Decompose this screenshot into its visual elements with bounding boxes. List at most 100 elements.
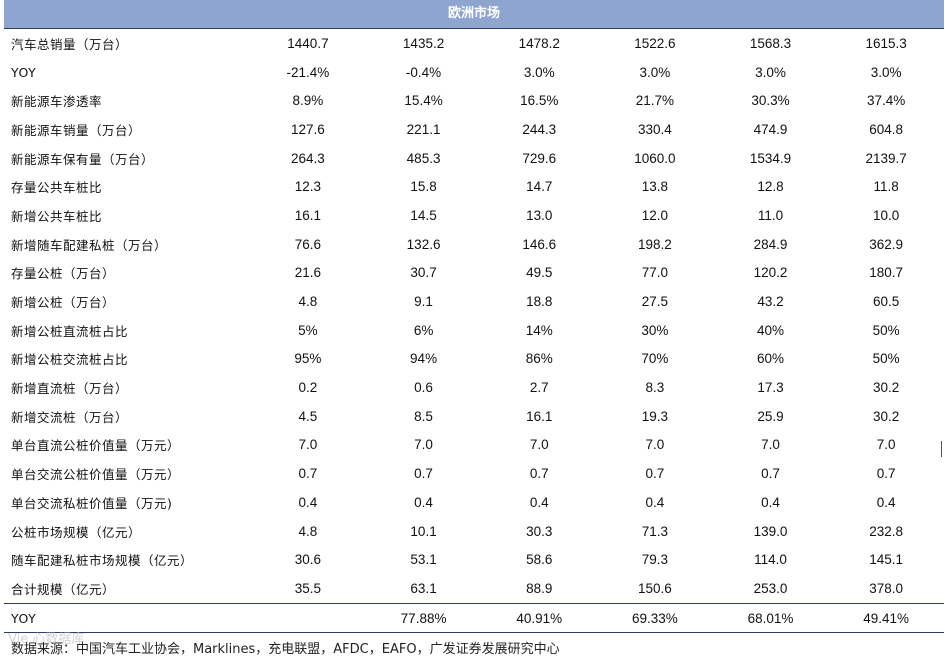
market-table-container: 欧洲市场 汽车总销量（万台） 1440.7 1435.2 1478.2 1522.6 15… <box>4 0 944 634</box>
value-cell: 16.5% <box>520 93 559 109</box>
value-cell: 1440.7 <box>287 35 329 51</box>
value-cell: 0.4 <box>414 494 433 510</box>
table-row: 单台交流公桩价值量（万元） 0.7 0.7 0.7 0.7 0.7 0.7 <box>4 459 944 488</box>
value-cell: 68.01% <box>712 602 829 634</box>
value-cell: 0.4 <box>298 494 318 510</box>
row-label: 新能源车渗透率 <box>11 94 103 110</box>
value-cell: 253.0 <box>753 580 788 596</box>
value-cell: 0.4 <box>761 494 780 510</box>
value-cell: 30.7 <box>410 265 437 281</box>
value-cell: 3.0% <box>639 64 671 80</box>
value-cell: 49.41% <box>828 602 944 634</box>
table-row: 单台交流私桩价值量（万元) 0.4 0.4 0.4 0.4 0.4 0.4 <box>4 488 944 517</box>
value-cell: 60% <box>756 351 784 367</box>
value-cell: 180.7 <box>869 265 904 281</box>
value-cell: 145.1 <box>869 552 904 568</box>
table-row: 公桩市场规模（亿元） 4.8 10.1 30.3 71.3 139.0 232.8 <box>4 517 944 546</box>
value-cell: 8.9% <box>292 93 324 109</box>
value-cell: 10.1 <box>410 523 437 539</box>
value-cell: 0.7 <box>876 466 896 482</box>
value-cell: 30% <box>641 322 669 338</box>
value-cell: 13.0 <box>526 207 553 223</box>
row-label: 新增公共车桩比 <box>11 208 103 224</box>
value-cell: -0.4% <box>405 64 442 80</box>
value-cell: 378.0 <box>869 580 904 596</box>
value-cell: 150.6 <box>637 580 672 596</box>
value-cell: 0.7 <box>761 466 780 482</box>
value-cell: 94% <box>410 351 438 367</box>
value-cell: 1060.0 <box>634 150 676 166</box>
row-label: 存量公共车桩比 <box>11 180 103 196</box>
row-label: 随车配建私桩市场规模（亿元） <box>11 553 194 569</box>
value-cell: 3.0% <box>755 64 786 80</box>
value-cell: 1615.3 <box>865 35 907 51</box>
row-label: YOY <box>4 602 251 634</box>
table-row: 新增公共车桩比 16.1 14.5 13.0 12.0 11.0 10.0 <box>4 201 944 230</box>
value-cell: 49.5 <box>526 265 553 281</box>
value-cell: 12.0 <box>641 207 668 223</box>
value-cell: 284.9 <box>753 236 788 252</box>
row-label: 单台交流公桩价值量（万元） <box>11 467 181 483</box>
europe-market-table: 汽车总销量（万台） 1440.7 1435.2 1478.2 1522.6 1568.3 1… <box>4 29 944 634</box>
row-label: 单台直流公桩价值量（万元） <box>11 438 181 454</box>
value-cell: 40% <box>756 322 784 338</box>
value-cell: 14.5 <box>410 207 437 223</box>
table-body: 汽车总销量（万台） 1440.7 1435.2 1478.2 1522.6 1568.3 1… <box>4 29 944 634</box>
value-cell: 50% <box>872 322 900 338</box>
row-label: 新增公桩（万台） <box>11 295 116 311</box>
value-cell: 21.7% <box>635 93 674 109</box>
table-row: 合计规模（亿元） 35.5 63.1 88.9 150.6 253.0 378.0 <box>4 574 944 603</box>
value-cell: 120.2 <box>753 265 788 281</box>
value-cell: 264.3 <box>291 150 325 166</box>
value-cell: 17.3 <box>757 380 784 396</box>
value-cell: 244.3 <box>522 121 557 137</box>
watermark: Vie 心数据库 <box>8 632 85 647</box>
table-row: 新增公桩交流桩占比 95% 94% 86% 70% 60% 50% <box>4 345 944 374</box>
data-source-note: 数据来源：中国汽车工业协会，Marklines，充电联盟，AFDC，EAFO，广… <box>11 642 560 657</box>
value-cell: 30.2 <box>873 408 900 424</box>
value-cell: 7.0 <box>876 437 896 453</box>
value-cell: 12.8 <box>757 179 784 195</box>
value-cell: 14.7 <box>526 179 553 195</box>
value-cell: -21.4% <box>286 64 330 80</box>
value-cell: 0.4 <box>529 494 549 510</box>
value-cell: 0.4 <box>645 494 665 510</box>
value-cell: 53.1 <box>410 552 437 568</box>
value-cell: 11.8 <box>873 179 899 195</box>
value-cell: 25.9 <box>757 408 784 424</box>
table-row: 存量公桩（万台） 21.6 30.7 49.5 77.0 120.2 180.7 <box>4 259 944 288</box>
row-label: YOY <box>11 64 37 80</box>
value-cell: 21.6 <box>294 265 322 281</box>
value-cell: 77.0 <box>641 265 668 281</box>
value-cell: 221.1 <box>406 121 441 137</box>
table-row: 随车配建私桩市场规模（亿元） 30.6 53.1 58.6 79.3 114.0 145.1 <box>4 545 944 574</box>
value-cell: 146.6 <box>522 236 557 252</box>
value-cell: 69.33% <box>597 602 713 634</box>
value-cell: 198.2 <box>637 236 672 252</box>
value-cell: 232.8 <box>869 523 904 539</box>
value-cell: 1478.2 <box>518 35 560 51</box>
value-cell: 16.1 <box>294 207 322 223</box>
value-cell: 127.6 <box>291 121 325 137</box>
value-cell: 43.2 <box>757 294 784 310</box>
table-row: 新增公桩直流桩占比 5% 6% 14% 30% 40% 50% <box>4 316 944 345</box>
value-cell: 8.3 <box>645 380 665 396</box>
value-cell: 1534.9 <box>749 150 792 166</box>
value-cell: 7.0 <box>645 437 665 453</box>
value-cell: 0.7 <box>529 466 549 482</box>
value-cell: 330.4 <box>637 121 672 137</box>
table-row: 新增交流桩（万台） 4.5 8.5 16.1 19.3 25.9 30.2 <box>4 402 944 431</box>
value-cell: 27.5 <box>641 294 668 310</box>
value-cell: 7.0 <box>529 437 549 453</box>
value-cell: 86% <box>525 351 553 367</box>
value-cell: 37.4% <box>867 93 906 109</box>
value-cell: 362.9 <box>869 236 904 252</box>
table-row: 存量公共车桩比 12.3 15.8 14.7 13.8 12.8 11.8 <box>4 172 944 201</box>
value-cell: 4.5 <box>298 408 318 424</box>
row-label: 合计规模（亿元） <box>11 581 116 597</box>
value-cell: 18.8 <box>526 294 553 310</box>
value-cell: 60.5 <box>873 294 900 310</box>
value-cell <box>250 602 366 634</box>
value-cell: 729.6 <box>522 150 557 166</box>
table-title: 欧洲市场 <box>4 0 944 29</box>
